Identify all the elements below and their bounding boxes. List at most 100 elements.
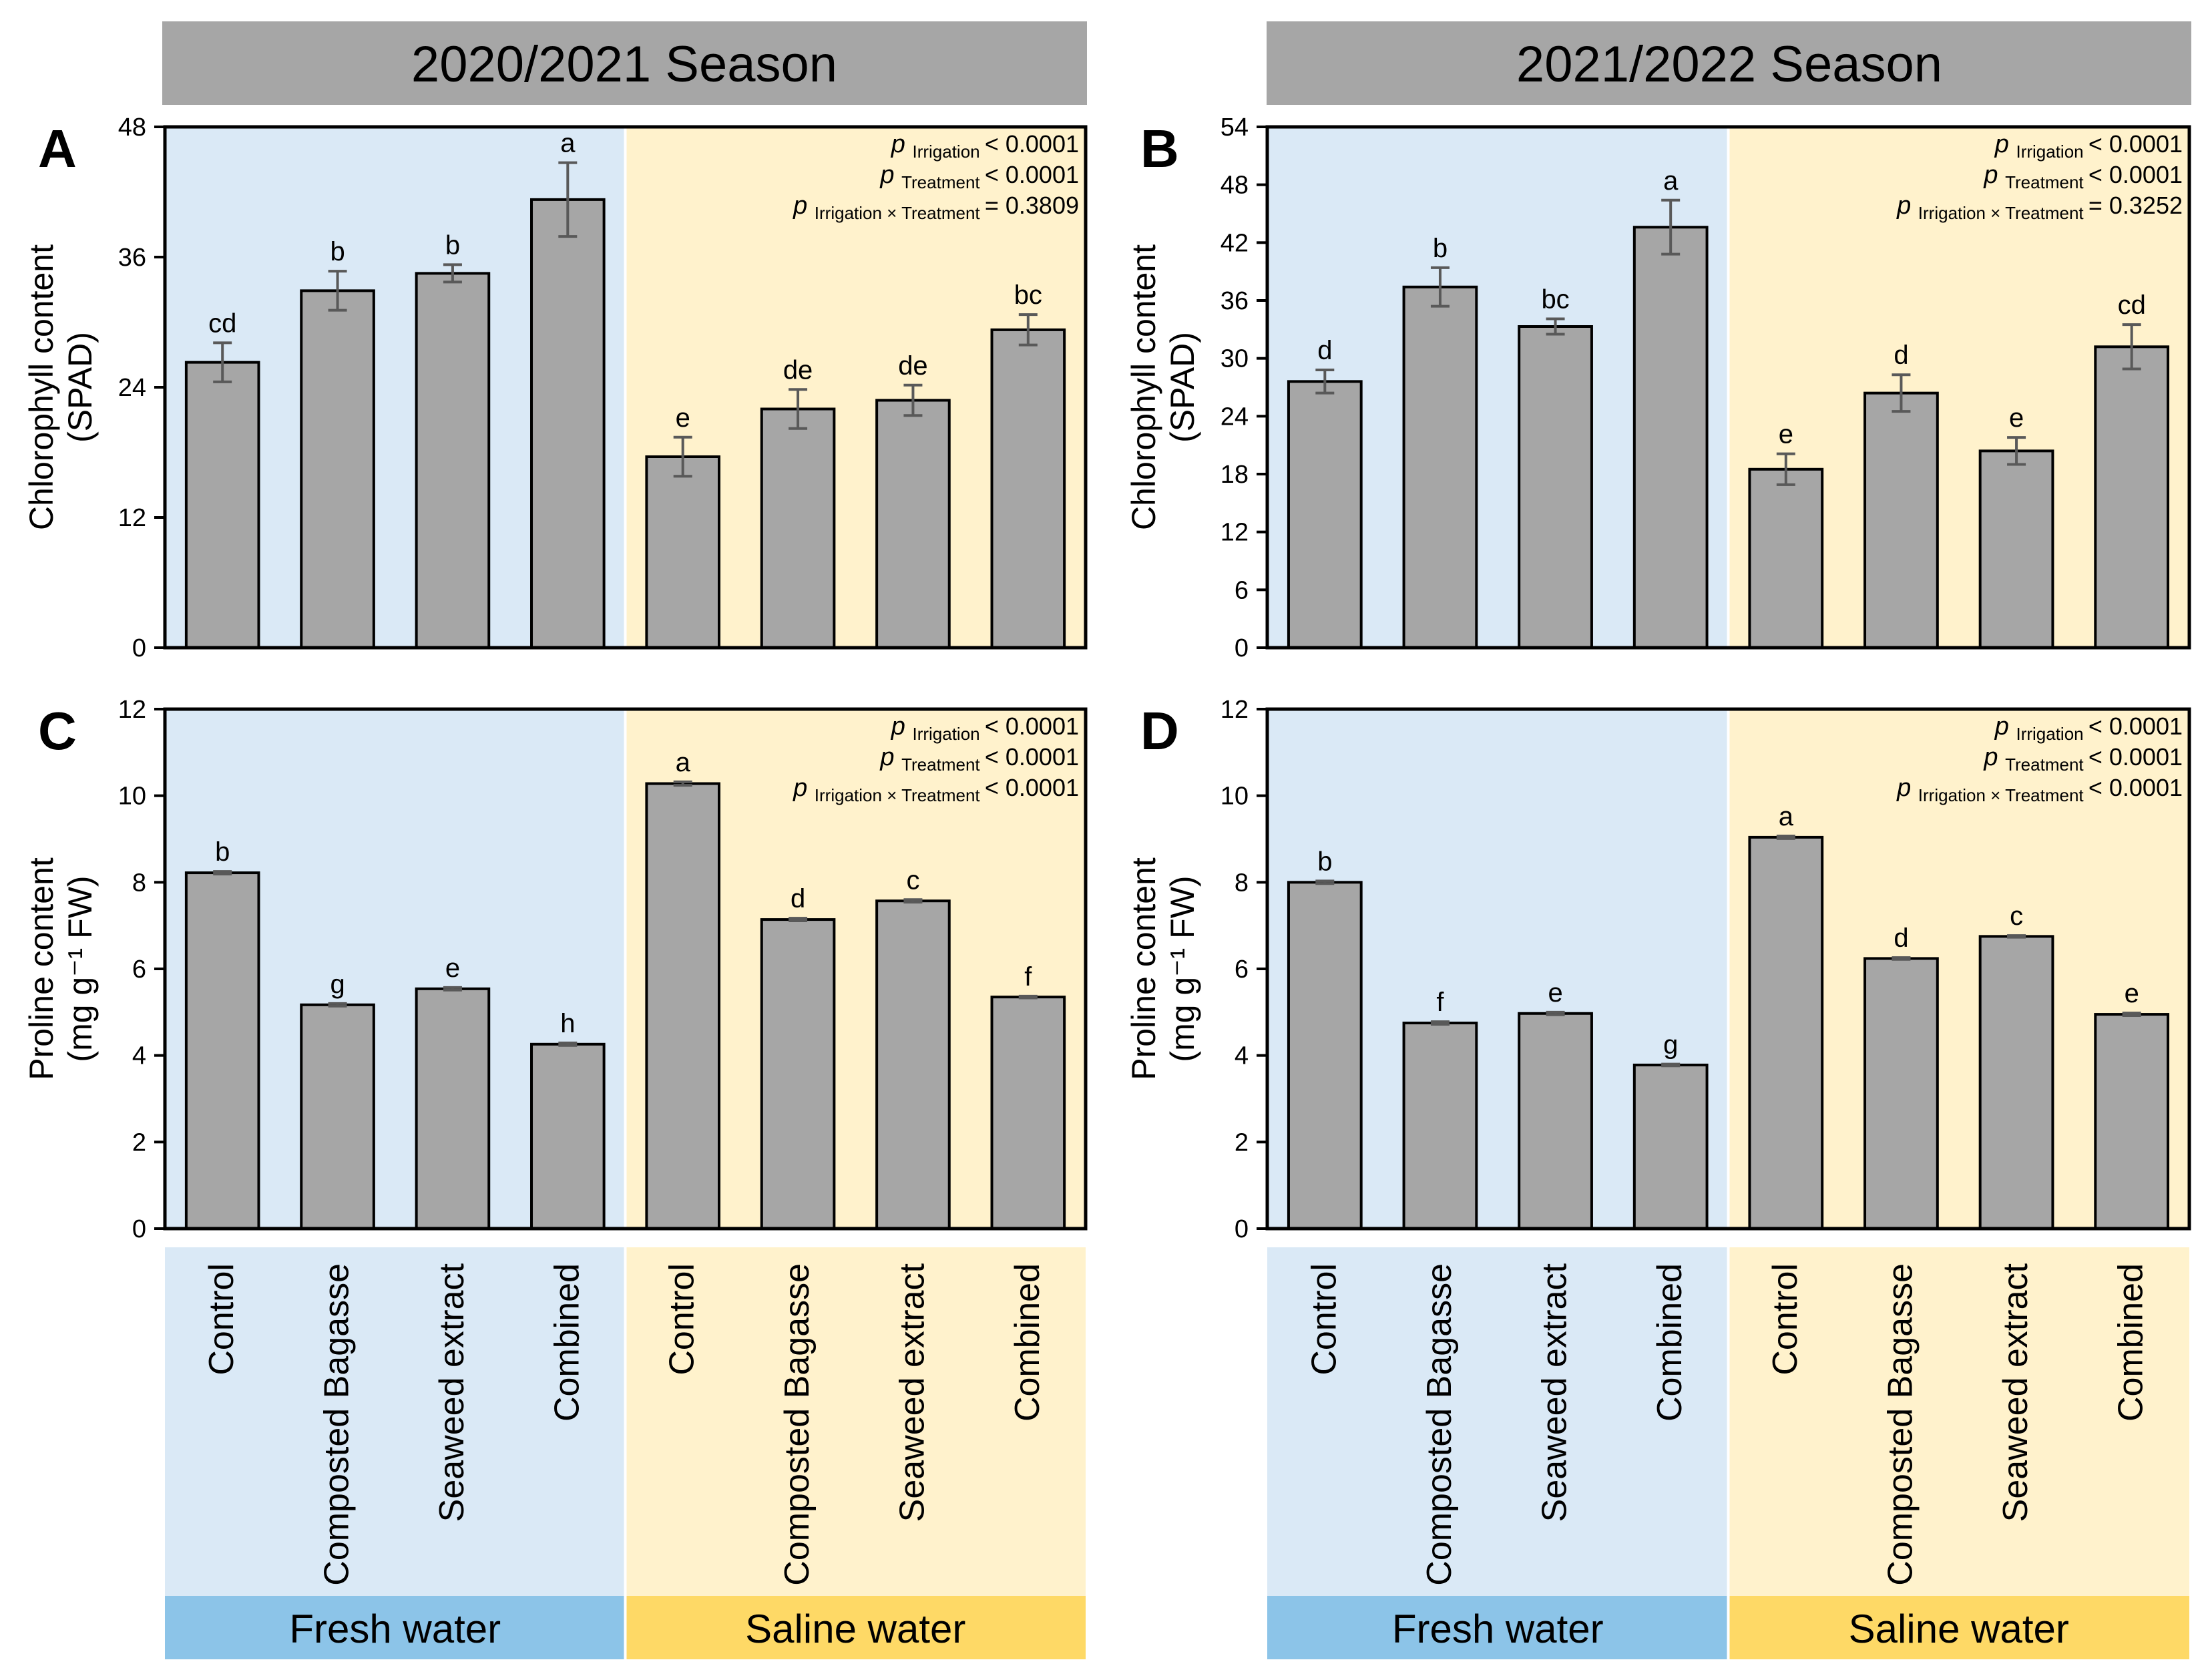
bar xyxy=(1518,325,1593,649)
y-tick-label: 18 xyxy=(1221,461,1249,489)
significance-letter: c xyxy=(906,865,919,895)
group-label-saline: Saline water xyxy=(1849,1607,2069,1651)
season-band-right xyxy=(1267,21,2191,105)
bar xyxy=(2094,1013,2170,1230)
y-tick-label: 10 xyxy=(1221,783,1249,811)
stats-line: p Treatment < 0.0001 xyxy=(1983,743,2183,775)
y-tick-label: 30 xyxy=(1221,345,1249,373)
y-tick-label: 2 xyxy=(132,1128,146,1157)
panel-letter: D xyxy=(1140,701,1179,761)
significance-letter: cd xyxy=(2118,290,2146,320)
x-category-label: Combined xyxy=(1650,1263,1689,1422)
stats-term: Irrigation × Treatment xyxy=(1918,203,2088,223)
saline-water-band xyxy=(1729,1596,2189,1659)
y-axis-label: Proline content(mg g⁻¹ FW) xyxy=(1125,857,1201,1080)
y-tick-label: 2 xyxy=(1235,1128,1249,1157)
y-axis-label-line1: Chlorophyll content xyxy=(1125,244,1162,530)
panel-letter: C xyxy=(38,701,77,761)
stats-p: p xyxy=(879,743,901,771)
significance-letter: f xyxy=(1024,962,1032,992)
stats-line: p Treatment < 0.0001 xyxy=(1983,161,2183,192)
panel-c: 0 2 4 6 8 10 12 Proline content(mg g⁻¹ FW) b g e h a… xyxy=(23,696,1088,1243)
group-label-fresh: Fresh water xyxy=(289,1607,501,1651)
x-category-label: Combined xyxy=(1008,1263,1047,1422)
bar xyxy=(875,899,951,1230)
saline-water-band xyxy=(626,1596,1086,1659)
stats-p: p xyxy=(891,712,913,741)
panel-letter: B xyxy=(1140,119,1179,178)
y-tick-label: 48 xyxy=(1221,172,1249,200)
significance-letter: g xyxy=(1663,1030,1678,1060)
bar xyxy=(1402,285,1478,649)
significance-letter: d xyxy=(791,884,805,913)
stats-line: p Irrigation × Treatment < 0.0001 xyxy=(793,774,1079,805)
panel-b: 0 6 12 18 24 30 36 42 48 54 Chlorophyll content(SP… xyxy=(1125,114,2191,662)
stats-line: p Irrigation × Treatment = 0.3809 xyxy=(793,192,1079,223)
bar xyxy=(1287,380,1363,649)
saline-category-background xyxy=(626,1247,1086,1596)
bar xyxy=(1748,835,1824,1230)
stats-term: Treatment xyxy=(2005,755,2088,775)
y-axis-label-line1: Chlorophyll content xyxy=(23,244,60,530)
bar xyxy=(300,289,375,649)
stats-term: Irrigation xyxy=(912,142,984,162)
y-tick-label: 36 xyxy=(1221,287,1249,315)
significance-letter: bc xyxy=(1541,284,1569,314)
stats-value: < 0.0001 xyxy=(985,130,1079,158)
plot-frame xyxy=(163,125,1088,650)
stats-line: p Irrigation × Treatment < 0.0001 xyxy=(1896,774,2183,805)
stats-value: < 0.0001 xyxy=(985,774,1079,801)
x-category-label: Control xyxy=(1766,1263,1805,1376)
bar xyxy=(1978,935,2054,1230)
y-tick-label: 4 xyxy=(132,1042,146,1070)
season-band-left xyxy=(162,21,1087,105)
stats-term: Irrigation xyxy=(912,724,984,744)
significance-letter: a xyxy=(1663,166,1679,196)
bar xyxy=(990,328,1066,649)
stats-p: p xyxy=(1896,774,1918,802)
x-category-label: Control xyxy=(1305,1263,1343,1376)
y-tick-label: 12 xyxy=(118,504,146,532)
x-category-label: Combined xyxy=(547,1263,586,1422)
stats-value: = 0.3252 xyxy=(2088,192,2183,219)
y-tick-label: 10 xyxy=(118,783,146,811)
significance-letter: e xyxy=(1779,420,1793,449)
y-axis-label-line1: Proline content xyxy=(1125,857,1162,1080)
stats-value: < 0.0001 xyxy=(2088,130,2183,158)
panel-a: 0 12 24 36 48 Chlorophyll content(SPAD) cd b b a e… xyxy=(23,114,1088,662)
x-category-label: Control xyxy=(202,1263,241,1376)
y-tick-label: 6 xyxy=(1235,576,1249,604)
y-axis-label: Proline content(mg g⁻¹ FW) xyxy=(23,857,99,1080)
panel-letter: A xyxy=(38,119,77,178)
stats-value: < 0.0001 xyxy=(2088,712,2183,740)
significance-letter: e xyxy=(2125,979,2139,1008)
y-tick-label: 54 xyxy=(1221,114,1249,142)
y-tick-label: 8 xyxy=(132,869,146,897)
significance-letter: d xyxy=(1894,923,1908,953)
fresh-water-band xyxy=(1267,1596,1727,1659)
stats-term: Irrigation xyxy=(2016,724,2088,744)
significance-letter: e xyxy=(1548,978,1562,1008)
stats-value: < 0.0001 xyxy=(985,712,1079,740)
significance-letter: a xyxy=(1779,802,1794,831)
stats-term: Irrigation × Treatment xyxy=(1918,785,2088,805)
significance-letter: b xyxy=(1317,847,1332,876)
group-label-fresh: Fresh water xyxy=(1392,1607,1604,1651)
x-category-label: Control xyxy=(663,1263,702,1376)
fresh-category-background xyxy=(1267,1247,1727,1596)
stats-term: Treatment xyxy=(901,755,985,775)
x-category-label: Seaweed extract xyxy=(1536,1263,1574,1522)
bar xyxy=(1863,391,1939,650)
significance-letter: b xyxy=(215,837,230,867)
bar xyxy=(2094,345,2170,649)
stats-p: p xyxy=(1983,743,2005,771)
y-tick-label: 24 xyxy=(1221,403,1249,431)
y-tick-label: 12 xyxy=(1221,696,1249,724)
y-tick-label: 6 xyxy=(1235,956,1249,984)
bar xyxy=(645,455,720,649)
significance-letter: g xyxy=(330,970,345,999)
y-tick-label: 12 xyxy=(118,696,146,724)
bar xyxy=(760,407,836,649)
bar xyxy=(415,987,491,1231)
